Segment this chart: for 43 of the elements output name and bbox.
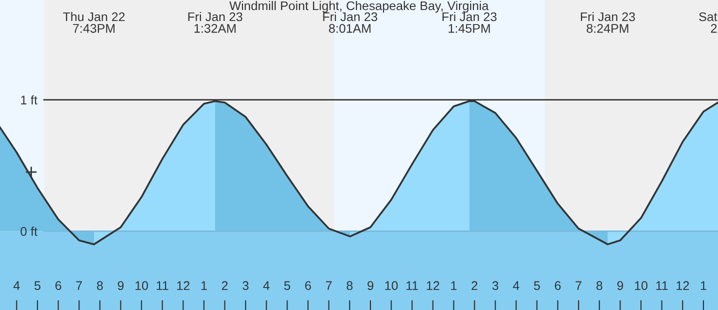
x-tick-label: 5 bbox=[284, 281, 290, 290]
annotation: Thu Jan 22 7:43PM bbox=[63, 12, 125, 33]
y-tick-label: 1 ft bbox=[21, 95, 38, 104]
x-tick-label: 4 bbox=[13, 281, 20, 290]
x-tick-label: 6 bbox=[554, 281, 561, 290]
x-tick-label: 9 bbox=[368, 281, 374, 290]
x-tick-label: 10 bbox=[635, 281, 648, 290]
x-tick-label: 12 bbox=[676, 281, 689, 290]
annotation: Fri Jan 23 1:45PM bbox=[442, 12, 497, 33]
x-tick-label: 1 bbox=[700, 281, 706, 290]
x-tick-label: 7 bbox=[576, 281, 582, 290]
x-tick-label: 6 bbox=[55, 281, 62, 290]
x-tick-label: 1 bbox=[201, 281, 207, 290]
x-tick-label: 11 bbox=[406, 281, 418, 290]
x-tick-label: 9 bbox=[617, 281, 624, 290]
x-tick-label: 1 bbox=[451, 281, 457, 290]
annotation: Fri Jan 23 8:01AM bbox=[323, 12, 378, 33]
annotation: Fri Jan 23 1:32AM bbox=[188, 12, 242, 33]
x-tick-label: 3 bbox=[242, 281, 249, 290]
annotation: Sat 2 bbox=[699, 12, 718, 33]
x-tick-label: 8 bbox=[596, 281, 602, 290]
x-tick-label: 2 bbox=[472, 281, 478, 290]
x-tick-label: 12 bbox=[426, 281, 440, 290]
x-tick-label: 11 bbox=[156, 281, 168, 290]
x-tick-label: 7 bbox=[76, 281, 82, 290]
x-tick-label: 2 bbox=[222, 281, 228, 290]
x-tick-label: 4 bbox=[263, 281, 270, 290]
x-tick-label: 8 bbox=[96, 281, 103, 290]
x-tick-label: 9 bbox=[118, 281, 124, 290]
x-tick-label: 8 bbox=[346, 281, 353, 290]
x-tick-label: 10 bbox=[385, 281, 398, 290]
x-tick-label: 5 bbox=[534, 281, 540, 290]
x-tick-label: 12 bbox=[177, 281, 190, 290]
x-tick-label: 6 bbox=[305, 281, 311, 290]
x-tick-label: 5 bbox=[34, 281, 40, 290]
x-tick-label: 7 bbox=[326, 281, 332, 290]
annotation: Fri Jan 23 8:24PM bbox=[580, 12, 635, 33]
x-tick-label: 3 bbox=[492, 281, 498, 290]
x-tick-label: 11 bbox=[656, 281, 668, 290]
x-tick-label: 4 bbox=[512, 281, 520, 290]
y-tick-label: 0 ft bbox=[20, 226, 38, 236]
chart-title: Windmill Point Light, Chesapeake Bay, Virginia bbox=[229, 1, 489, 13]
x-tick-label: 10 bbox=[136, 281, 148, 290]
